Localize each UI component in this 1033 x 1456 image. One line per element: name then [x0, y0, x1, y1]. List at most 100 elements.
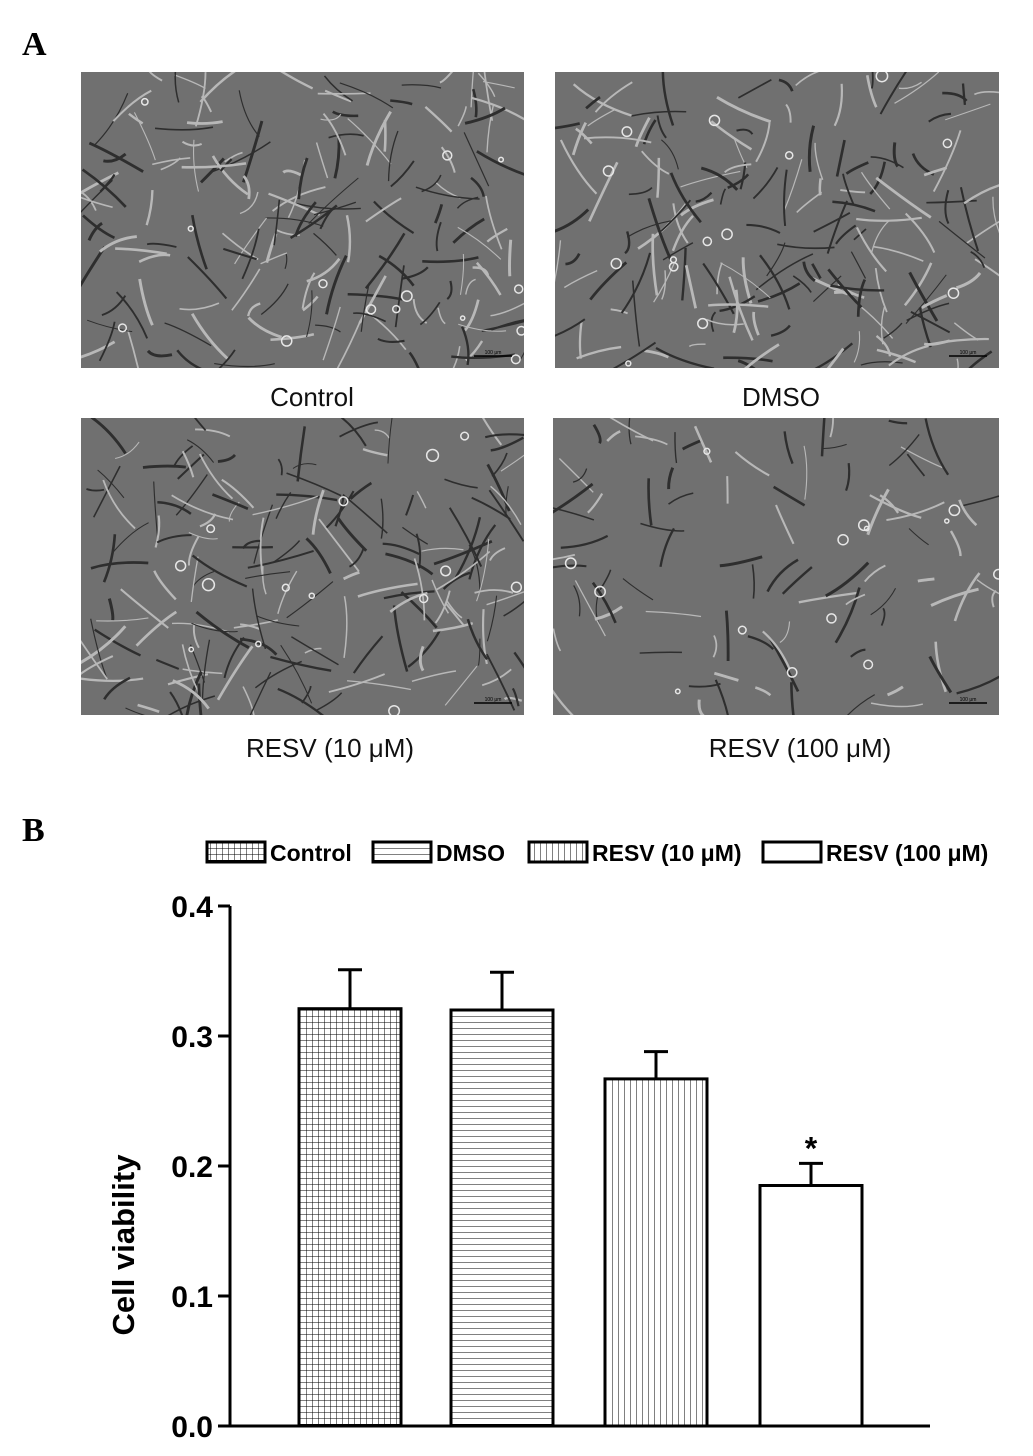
cell-shape — [424, 106, 453, 133]
caption-control: Control — [270, 382, 354, 412]
cell-shape — [917, 577, 935, 583]
cell-shape — [332, 110, 359, 118]
cell-shape — [772, 485, 806, 507]
cell-shape — [464, 106, 506, 125]
cell-shape — [260, 252, 288, 265]
cell-shape — [286, 472, 342, 497]
cell-shape — [382, 542, 420, 556]
cell-shape — [938, 220, 986, 259]
cell-shape — [710, 120, 753, 151]
cell-shape — [894, 72, 940, 104]
cell-shape — [555, 122, 581, 130]
cell-shape — [958, 499, 978, 527]
cell-shape — [346, 680, 411, 691]
round-cell — [564, 557, 577, 570]
cell-shape — [513, 651, 524, 669]
cell-shape — [485, 653, 516, 711]
cell-shape — [415, 533, 422, 569]
cell-shape — [315, 142, 329, 179]
cell-shape — [171, 622, 230, 633]
cell-shape — [199, 72, 236, 103]
cell-shape — [133, 112, 156, 161]
cell-shape — [246, 302, 261, 317]
cell-shape — [181, 450, 195, 478]
bar — [758, 1184, 864, 1428]
cell-shape — [389, 591, 428, 613]
cell-shape — [904, 212, 936, 253]
cell-shape — [833, 83, 843, 127]
cell-shape — [746, 223, 781, 234]
cell-shape — [812, 275, 842, 302]
cell-shape — [468, 524, 497, 580]
cell-shape — [656, 115, 667, 139]
cell-shape — [304, 647, 322, 654]
cell-shape — [146, 349, 173, 358]
cell-shape — [296, 426, 306, 482]
cell-shape — [803, 445, 808, 500]
cell-shape — [583, 136, 652, 144]
cell-shape — [572, 468, 588, 483]
cell-shape — [591, 581, 617, 624]
cell-shape — [612, 341, 657, 368]
cell-shape — [594, 81, 633, 113]
cell-shape — [728, 276, 754, 341]
cell-shape — [992, 196, 999, 234]
cell-shape — [463, 299, 480, 332]
scale-bar-label: 100 μm — [960, 350, 977, 356]
cell-shape — [347, 118, 392, 165]
cell-shape — [716, 262, 723, 295]
cell-shape — [317, 92, 371, 95]
cell-shape — [870, 156, 904, 169]
cell-shape — [291, 636, 339, 666]
cell-shape — [489, 547, 506, 561]
round-cell — [610, 257, 622, 270]
cell-shape — [211, 155, 249, 196]
round-cell — [721, 228, 733, 241]
cell-shape — [572, 83, 632, 117]
cell-shape — [553, 689, 574, 715]
cell-shape — [795, 72, 820, 87]
cell-shape — [661, 72, 675, 126]
caption-resv-100: RESV (100 μM) — [708, 733, 892, 763]
cell-shape — [157, 501, 192, 515]
cell-shape — [277, 458, 283, 476]
cell-shape — [811, 263, 822, 280]
cell-shape — [268, 192, 321, 216]
cell-shape — [387, 418, 393, 464]
cell-shape — [394, 265, 405, 328]
cell-shape — [747, 635, 775, 651]
cell-shape — [949, 530, 962, 557]
round-cell — [201, 578, 216, 592]
cell-shape — [783, 159, 803, 211]
cell-shape — [796, 191, 823, 214]
cell-shape — [835, 139, 846, 177]
cell-shape — [961, 83, 967, 106]
cell-shape — [200, 95, 213, 113]
cell-shape — [865, 75, 878, 108]
cell-shape — [418, 645, 425, 672]
cell-shape — [631, 280, 641, 347]
cell-shape — [216, 645, 254, 701]
cell-shape — [148, 72, 163, 82]
cell-shape — [411, 670, 457, 682]
round-cell — [625, 360, 632, 367]
cell-shape — [720, 262, 771, 299]
cell-shape — [490, 319, 524, 331]
legend-label: RESV (10 μM) — [592, 840, 742, 866]
cell-shape — [681, 438, 703, 451]
cell-shape — [855, 226, 887, 273]
round-cell — [948, 504, 961, 517]
cell-shape — [486, 227, 508, 243]
cell-shape — [277, 570, 298, 614]
cell-shape — [898, 81, 922, 90]
cell-shape — [192, 139, 200, 192]
cell-shape — [459, 253, 465, 295]
cell-shape — [334, 497, 345, 527]
cell-shape — [353, 312, 387, 323]
cell-shape — [86, 319, 133, 333]
cell-shape — [757, 282, 801, 303]
cell-shape — [305, 537, 332, 574]
cell-shape — [383, 590, 435, 600]
cell-shape — [587, 493, 604, 514]
cell-shape — [744, 343, 780, 368]
